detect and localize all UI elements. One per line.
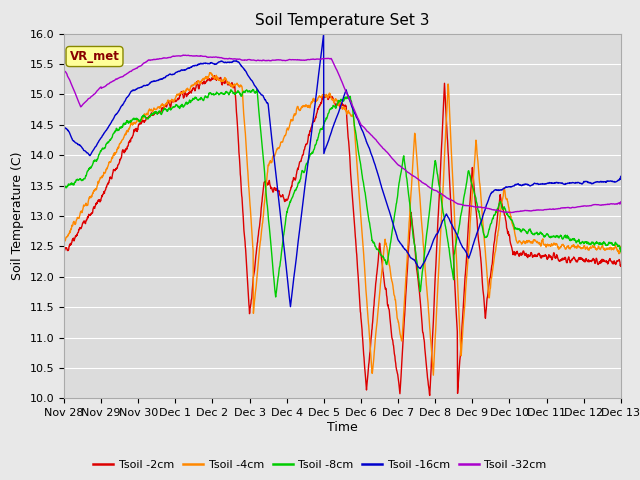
Y-axis label: Soil Temperature (C): Soil Temperature (C) — [11, 152, 24, 280]
Title: Soil Temperature Set 3: Soil Temperature Set 3 — [255, 13, 429, 28]
X-axis label: Time: Time — [327, 421, 358, 434]
Legend: Tsoil -2cm, Tsoil -4cm, Tsoil -8cm, Tsoil -16cm, Tsoil -32cm: Tsoil -2cm, Tsoil -4cm, Tsoil -8cm, Tsoi… — [89, 456, 551, 474]
Text: VR_met: VR_met — [70, 50, 120, 63]
